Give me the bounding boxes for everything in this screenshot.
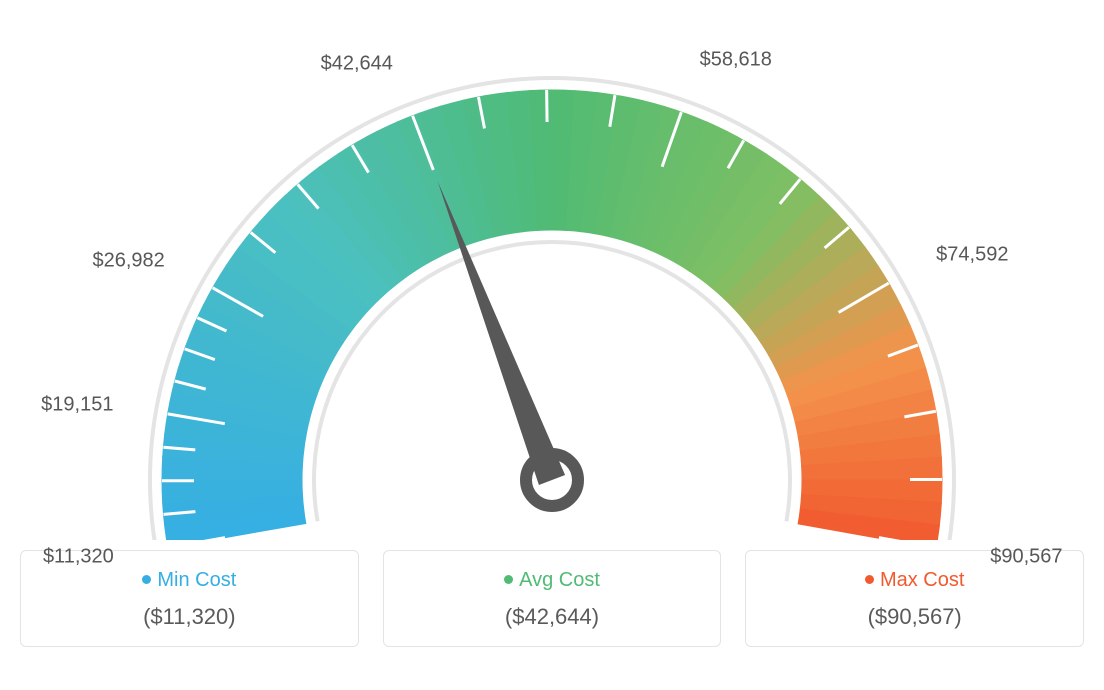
scale-label: $42,644 <box>321 53 393 76</box>
cost-gauge-chart: $11,320 $19,151 $26,982 $42,644 $58,618 $74,5… <box>20 20 1084 647</box>
legend-label: Max Cost <box>880 569 964 591</box>
legend-dot-icon <box>142 575 151 584</box>
legend-label: Min Cost <box>157 569 236 591</box>
scale-label: $74,592 <box>936 244 1008 267</box>
legend-title: Max Cost <box>756 569 1073 592</box>
gauge-area: $11,320$19,151$26,982$42,644$58,618$74,5… <box>20 20 1084 540</box>
scale-label: $11,320 <box>43 546 114 569</box>
legend-row: Min Cost ($11,320) Avg Cost ($42,644) Max Co… <box>20 550 1084 647</box>
legend-card-avg: Avg Cost ($42,644) <box>383 550 722 647</box>
scale-label: $90,567 <box>990 546 1062 569</box>
gauge-svg <box>92 40 1012 540</box>
legend-value: ($42,644) <box>394 604 711 630</box>
scale-label: $26,982 <box>92 249 164 272</box>
legend-title: Avg Cost <box>394 569 711 592</box>
scale-label: $19,151 <box>41 393 113 416</box>
legend-value: ($90,567) <box>756 604 1073 630</box>
legend-title: Min Cost <box>31 569 348 592</box>
legend-label: Avg Cost <box>519 569 600 591</box>
legend-dot-icon <box>504 575 513 584</box>
legend-dot-icon <box>865 575 874 584</box>
scale-label: $58,618 <box>700 49 772 72</box>
legend-value: ($11,320) <box>31 604 348 630</box>
